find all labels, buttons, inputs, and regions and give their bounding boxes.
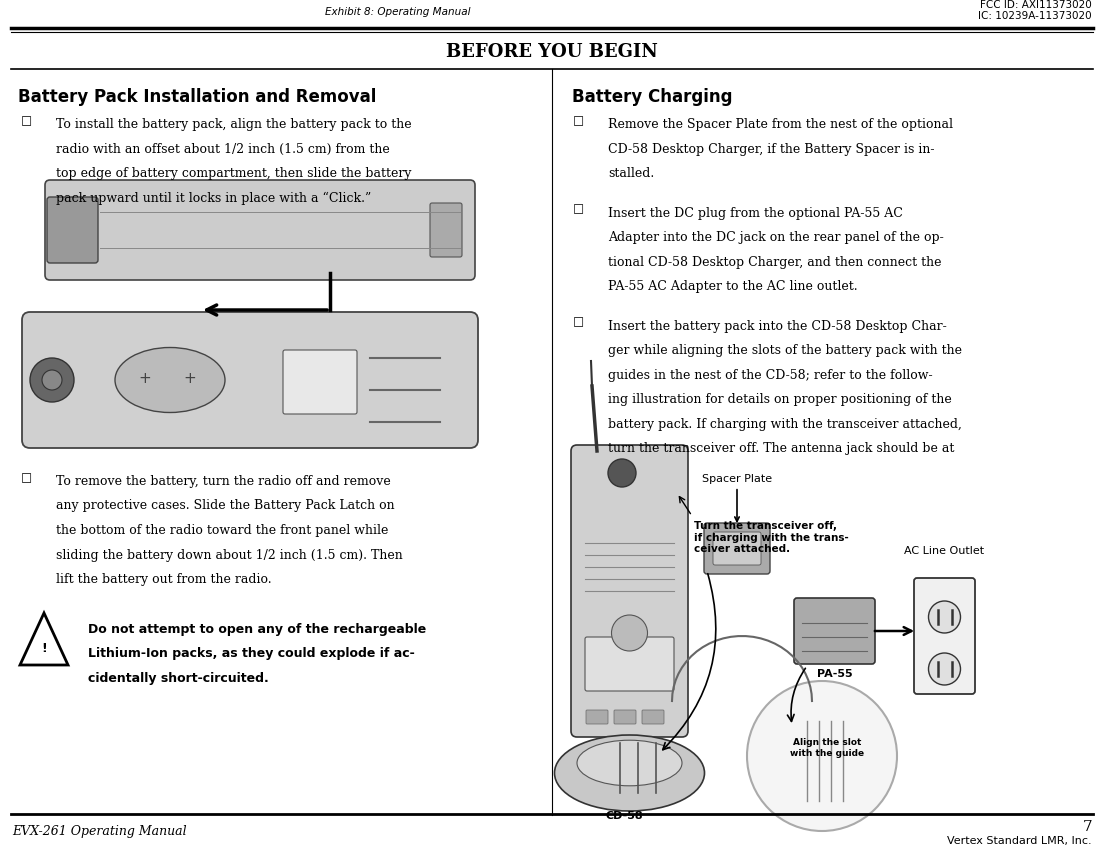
Text: guides in the nest of the CD-58; refer to the follow-: guides in the nest of the CD-58; refer t…: [608, 368, 933, 381]
Text: To install the battery pack, align the battery pack to the: To install the battery pack, align the b…: [56, 118, 412, 131]
Text: Insert the battery pack into the CD-58 Desktop Char-: Insert the battery pack into the CD-58 D…: [608, 319, 947, 333]
Text: Remove the Spacer Plate from the nest of the optional: Remove the Spacer Plate from the nest of…: [608, 118, 953, 131]
Text: +: +: [183, 370, 197, 385]
FancyBboxPatch shape: [571, 445, 688, 737]
Text: Adapter into the DC jack on the rear panel of the op-: Adapter into the DC jack on the rear pan…: [608, 231, 944, 244]
FancyBboxPatch shape: [47, 197, 98, 263]
Text: Lithium-Ion packs, as they could explode if ac-: Lithium-Ion packs, as they could explode…: [88, 648, 415, 661]
Circle shape: [928, 653, 960, 685]
Ellipse shape: [115, 347, 225, 413]
Text: cidentally short-circuited.: cidentally short-circuited.: [88, 672, 268, 685]
Text: 7: 7: [1082, 820, 1092, 834]
Text: Vertex Standard LMR, Inc.: Vertex Standard LMR, Inc.: [947, 836, 1092, 846]
Text: Spacer Plate: Spacer Plate: [702, 474, 772, 521]
Text: Exhibit 8: Operating Manual: Exhibit 8: Operating Manual: [325, 7, 470, 17]
Text: tional CD-58 Desktop Charger, and then connect the: tional CD-58 Desktop Charger, and then c…: [608, 256, 942, 268]
FancyBboxPatch shape: [704, 523, 769, 574]
Text: lift the battery out from the radio.: lift the battery out from the radio.: [56, 573, 272, 586]
Text: stalled.: stalled.: [608, 167, 655, 180]
Text: BEFORE YOU BEGIN: BEFORE YOU BEGIN: [446, 43, 658, 61]
Text: battery pack. If charging with the transceiver attached,: battery pack. If charging with the trans…: [608, 418, 962, 430]
Text: ing illustration for details on proper positioning of the: ing illustration for details on proper p…: [608, 393, 952, 406]
Text: To remove the battery, turn the radio off and remove: To remove the battery, turn the radio of…: [56, 475, 391, 488]
Text: the bottom of the radio toward the front panel while: the bottom of the radio toward the front…: [56, 524, 389, 537]
Text: □: □: [21, 114, 32, 127]
Text: !: !: [41, 642, 46, 655]
Circle shape: [612, 615, 648, 651]
FancyBboxPatch shape: [45, 180, 475, 280]
Ellipse shape: [577, 740, 682, 786]
Text: Battery Charging: Battery Charging: [572, 88, 732, 106]
Text: CD-58 Desktop Charger, if the Battery Spacer is in-: CD-58 Desktop Charger, if the Battery Sp…: [608, 143, 934, 155]
Circle shape: [747, 681, 896, 831]
FancyBboxPatch shape: [914, 578, 975, 694]
Polygon shape: [20, 613, 68, 665]
FancyBboxPatch shape: [283, 350, 357, 414]
FancyBboxPatch shape: [794, 598, 875, 664]
FancyBboxPatch shape: [643, 710, 664, 724]
Text: □: □: [573, 316, 584, 329]
Text: ger while aligning the slots of the battery pack with the: ger while aligning the slots of the batt…: [608, 344, 962, 357]
Text: top edge of battery compartment, then slide the battery: top edge of battery compartment, then sl…: [56, 167, 412, 180]
Circle shape: [928, 601, 960, 633]
FancyBboxPatch shape: [22, 312, 478, 448]
FancyBboxPatch shape: [614, 710, 636, 724]
Text: Do not attempt to open any of the rechargeable: Do not attempt to open any of the rechar…: [88, 623, 426, 636]
Text: CD-58: CD-58: [606, 811, 644, 821]
Ellipse shape: [554, 735, 704, 811]
Text: PA-55 AC Adapter to the AC line outlet.: PA-55 AC Adapter to the AC line outlet.: [608, 280, 858, 293]
Text: Align the slot
with the guide: Align the slot with the guide: [790, 739, 864, 757]
Circle shape: [42, 370, 62, 390]
Circle shape: [608, 459, 636, 487]
Circle shape: [30, 358, 74, 402]
FancyBboxPatch shape: [586, 710, 608, 724]
Text: any protective cases. Slide the Battery Pack Latch on: any protective cases. Slide the Battery …: [56, 499, 394, 513]
Text: IC: 10239A-11373020: IC: 10239A-11373020: [978, 11, 1092, 21]
Text: Battery Pack Installation and Removal: Battery Pack Installation and Removal: [18, 88, 376, 106]
Text: □: □: [573, 203, 584, 216]
Text: +: +: [139, 370, 151, 385]
Text: FCC ID: AXI11373020: FCC ID: AXI11373020: [980, 0, 1092, 10]
Text: Insert the DC plug from the optional PA-55 AC: Insert the DC plug from the optional PA-…: [608, 206, 903, 220]
Text: pack upward until it locks in place with a “Click.”: pack upward until it locks in place with…: [56, 192, 371, 205]
Text: □: □: [573, 114, 584, 127]
FancyBboxPatch shape: [713, 532, 761, 565]
Text: PA-55: PA-55: [817, 669, 852, 679]
FancyBboxPatch shape: [429, 203, 461, 257]
Text: □: □: [21, 471, 32, 484]
Text: sliding the battery down about 1/2 inch (1.5 cm). Then: sliding the battery down about 1/2 inch …: [56, 548, 403, 561]
Text: turn the transceiver off. The antenna jack should be at: turn the transceiver off. The antenna ja…: [608, 442, 954, 455]
FancyBboxPatch shape: [585, 637, 675, 691]
Text: radio with an offset about 1/2 inch (1.5 cm) from the: radio with an offset about 1/2 inch (1.5…: [56, 143, 390, 155]
Text: Turn the transceiver off,
if charging with the trans-
ceiver attached.: Turn the transceiver off, if charging wi…: [694, 521, 849, 554]
Text: EVX-261 Operating Manual: EVX-261 Operating Manual: [12, 824, 187, 837]
Text: AC Line Outlet: AC Line Outlet: [904, 546, 985, 556]
